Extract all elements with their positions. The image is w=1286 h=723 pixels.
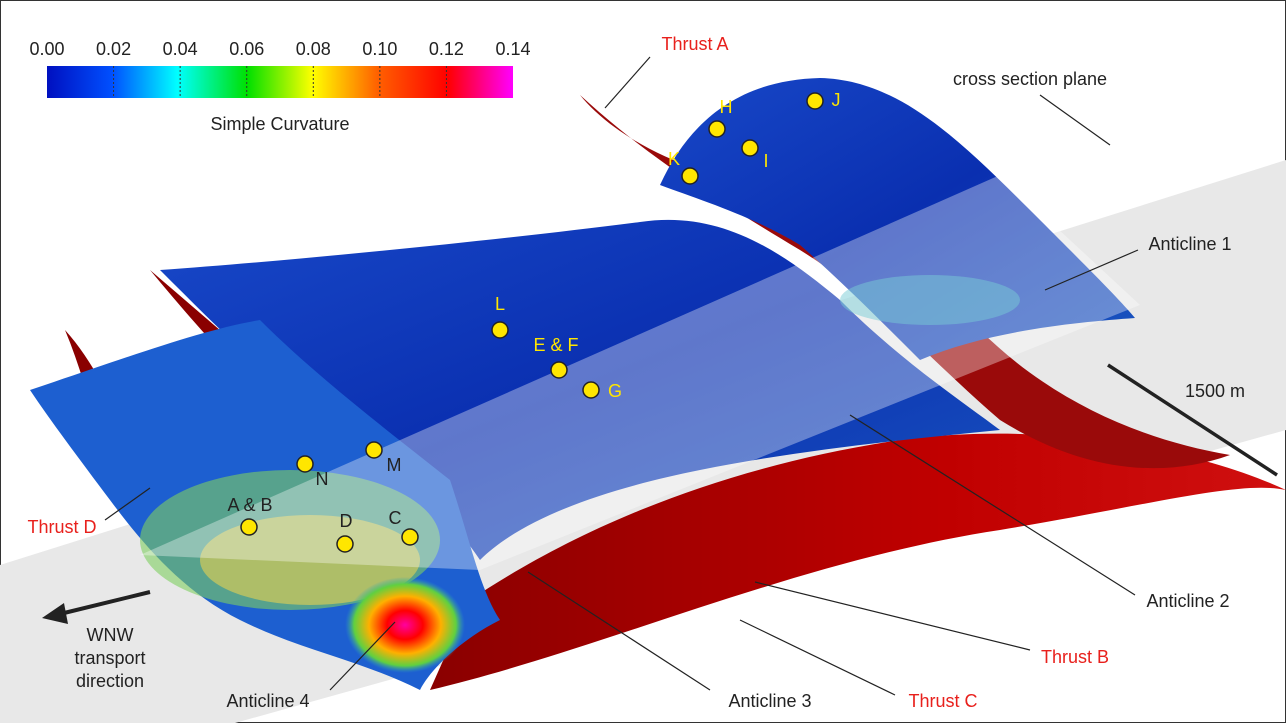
point-marker xyxy=(366,442,382,458)
point-marker xyxy=(337,536,353,552)
colorbar-title: Simple Curvature xyxy=(210,114,349,134)
point-label: H xyxy=(720,97,733,117)
point-marker xyxy=(402,529,418,545)
point-label: M xyxy=(387,455,402,475)
point-marker xyxy=(492,322,508,338)
anticline-label: Anticline 4 xyxy=(226,691,309,711)
point-marker xyxy=(297,456,313,472)
point-label: G xyxy=(608,381,622,401)
transport-label: direction xyxy=(76,671,144,691)
point-marker xyxy=(241,519,257,535)
anticline-label: Anticline 2 xyxy=(1146,591,1229,611)
curvature-patch xyxy=(345,577,465,673)
point-marker xyxy=(551,362,567,378)
point-label: E & F xyxy=(533,335,578,355)
point-marker xyxy=(583,382,599,398)
thrust-label: Thrust D xyxy=(27,517,96,537)
point-label: N xyxy=(316,469,329,489)
figure: 0.00 0.02 0.04 0.06 0.08 0.10 0.12 0.14 Simple … xyxy=(0,0,1286,723)
colorbar-tick-label: 0.14 xyxy=(495,39,530,59)
thrust-label: Thrust C xyxy=(908,691,977,711)
point-label: J xyxy=(832,90,841,110)
transport-label: WNW xyxy=(87,625,134,645)
scale-label: 1500 m xyxy=(1185,381,1245,401)
colorbar-tick-label: 0.04 xyxy=(163,39,198,59)
colorbar xyxy=(47,66,513,98)
colorbar-tick-label: 0.00 xyxy=(29,39,64,59)
colorbar-tick-label: 0.02 xyxy=(96,39,131,59)
point-label: I xyxy=(763,151,768,171)
colorbar-tick-label: 0.06 xyxy=(229,39,264,59)
point-label: D xyxy=(340,511,353,531)
point-marker xyxy=(807,93,823,109)
point-label: L xyxy=(495,294,505,314)
point-label: C xyxy=(389,508,402,528)
point-label: K xyxy=(668,149,680,169)
plane-label: cross section plane xyxy=(953,69,1107,89)
anticline-label: Anticline 3 xyxy=(728,691,811,711)
thrust-label: Thrust B xyxy=(1041,647,1109,667)
point-marker xyxy=(682,168,698,184)
colorbar-tick-label: 0.08 xyxy=(296,39,331,59)
colorbar-tick-label: 0.10 xyxy=(362,39,397,59)
transport-label: transport xyxy=(74,648,145,668)
anticline-label: Anticline 1 xyxy=(1148,234,1231,254)
point-marker xyxy=(742,140,758,156)
colorbar-tick-label: 0.12 xyxy=(429,39,464,59)
thrust-label: Thrust A xyxy=(661,34,728,54)
point-marker xyxy=(709,121,725,137)
point-label: A & B xyxy=(227,495,272,515)
